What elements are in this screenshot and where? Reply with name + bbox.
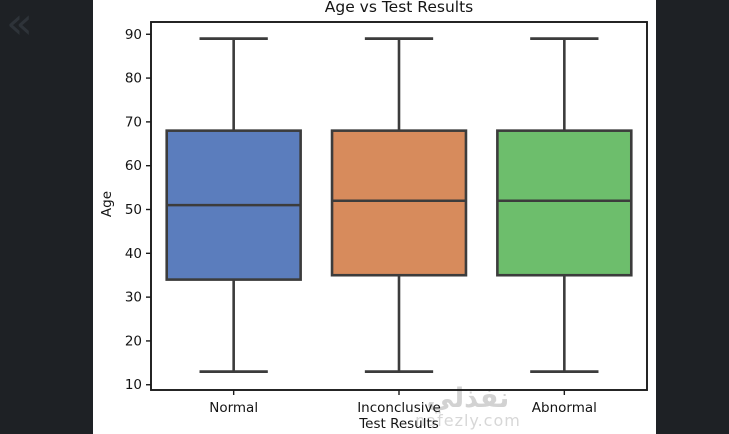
y-tick-label: 40 — [125, 246, 142, 262]
x-tick-label: Inconclusive — [357, 400, 441, 416]
y-tick-label: 90 — [125, 27, 142, 43]
box-normal — [165, 37, 302, 374]
y-tick-label: 30 — [125, 290, 142, 306]
x-axis-label: Test Results — [359, 416, 439, 432]
chart-title: Age vs Test Results — [324, 0, 474, 16]
right-dark-panel — [656, 0, 729, 434]
y-tick-label: 50 — [125, 202, 142, 218]
y-tick-label: 70 — [125, 114, 142, 130]
axes-frame — [150, 21, 648, 391]
y-tick-label: 60 — [125, 158, 142, 174]
collapse-chevrons-icon[interactable]: « — [6, 0, 33, 49]
x-tick-label: Abnormal — [532, 400, 597, 416]
y-axis-label: Age — [99, 190, 115, 218]
iqr-box — [496, 129, 633, 277]
x-tick-label: Normal — [209, 400, 258, 416]
box-inconclusive — [330, 37, 468, 374]
left-dark-panel: « — [0, 0, 93, 434]
y-tick-label: 20 — [125, 333, 142, 349]
y-tick-label: 10 — [125, 377, 142, 393]
box-abnormal — [496, 37, 633, 374]
y-tick-label: 80 — [125, 71, 142, 87]
iqr-box — [330, 129, 468, 277]
